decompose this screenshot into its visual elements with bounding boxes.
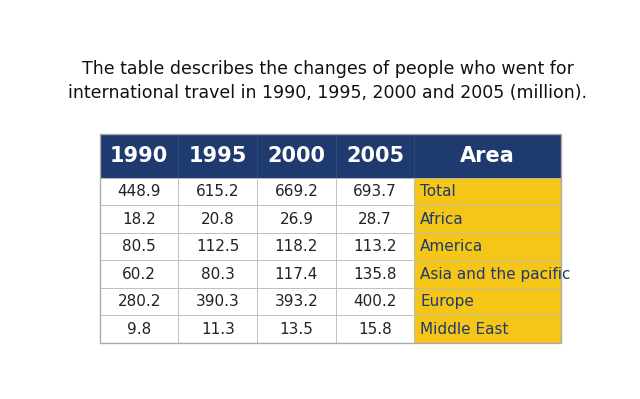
Bar [257, 205, 336, 233]
Text: 80.5: 80.5 [122, 239, 156, 254]
Text: Asia and the pacific: Asia and the pacific [420, 267, 571, 282]
Text: Middle East: Middle East [420, 322, 509, 337]
Bar [100, 134, 179, 178]
Text: Africa: Africa [420, 211, 464, 227]
Bar [414, 315, 561, 343]
Text: 117.4: 117.4 [275, 267, 318, 282]
Text: 18.2: 18.2 [122, 211, 156, 227]
Text: 60.2: 60.2 [122, 267, 156, 282]
Text: Europe: Europe [420, 294, 474, 309]
Text: 13.5: 13.5 [280, 322, 314, 337]
Text: 615.2: 615.2 [196, 184, 239, 199]
Text: 280.2: 280.2 [118, 294, 161, 309]
Bar [336, 233, 414, 260]
Bar [414, 178, 561, 205]
Text: The table describes the changes of people who went for
international travel in 1: The table describes the changes of peopl… [68, 60, 588, 102]
Text: Area: Area [460, 146, 515, 166]
Text: 1995: 1995 [189, 146, 247, 166]
Bar [100, 233, 179, 260]
Bar [100, 288, 179, 315]
Bar [336, 134, 414, 178]
Bar [414, 288, 561, 315]
Bar [257, 134, 336, 178]
Text: 390.3: 390.3 [196, 294, 239, 309]
Bar [179, 260, 257, 288]
Text: 80.3: 80.3 [201, 267, 235, 282]
Bar [100, 260, 179, 288]
Text: 20.8: 20.8 [201, 211, 235, 227]
Text: 112.5: 112.5 [196, 239, 239, 254]
Text: America: America [420, 239, 484, 254]
Text: 113.2: 113.2 [353, 239, 397, 254]
Bar [257, 288, 336, 315]
Bar [179, 205, 257, 233]
Text: 9.8: 9.8 [127, 322, 151, 337]
Text: 1990: 1990 [110, 146, 168, 166]
Bar [414, 205, 561, 233]
Text: 448.9: 448.9 [117, 184, 161, 199]
Bar [179, 134, 257, 178]
Bar [100, 205, 179, 233]
Text: 15.8: 15.8 [358, 322, 392, 337]
Bar [100, 315, 179, 343]
Bar [179, 178, 257, 205]
Bar [257, 260, 336, 288]
Bar [100, 178, 179, 205]
Bar [257, 178, 336, 205]
Text: 400.2: 400.2 [353, 294, 397, 309]
Bar [414, 260, 561, 288]
Bar [100, 134, 561, 343]
Text: 669.2: 669.2 [275, 184, 318, 199]
Bar [336, 205, 414, 233]
Text: 26.9: 26.9 [280, 211, 314, 227]
Bar [257, 233, 336, 260]
Text: 28.7: 28.7 [358, 211, 392, 227]
Bar [336, 315, 414, 343]
Bar [179, 315, 257, 343]
Text: 118.2: 118.2 [275, 239, 318, 254]
Bar [179, 288, 257, 315]
Bar [414, 134, 561, 178]
Text: 2000: 2000 [268, 146, 325, 166]
Bar [336, 260, 414, 288]
Text: 2005: 2005 [346, 146, 404, 166]
Text: 135.8: 135.8 [353, 267, 397, 282]
Text: Total: Total [420, 184, 456, 199]
Bar [336, 288, 414, 315]
Text: 393.2: 393.2 [275, 294, 318, 309]
Bar [414, 233, 561, 260]
Bar [336, 178, 414, 205]
Bar [257, 315, 336, 343]
Bar [179, 233, 257, 260]
Text: 11.3: 11.3 [201, 322, 235, 337]
Text: 693.7: 693.7 [353, 184, 397, 199]
